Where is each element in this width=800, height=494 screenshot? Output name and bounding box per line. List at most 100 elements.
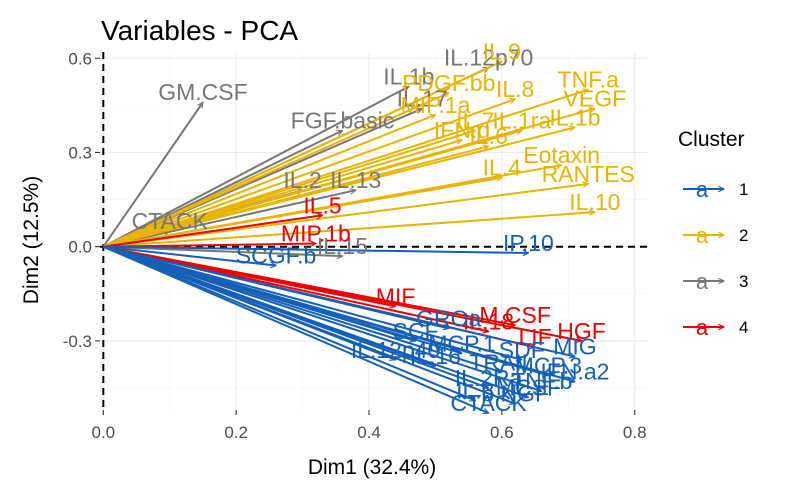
y-tick-label: 0.0: [68, 238, 92, 257]
arrow-il-8: [102, 99, 515, 248]
x-tick-label: 0.0: [92, 423, 116, 442]
variable-label: SCF: [393, 318, 439, 344]
x-tick-label: 0.6: [490, 423, 514, 442]
variable-label: IL.1ra: [492, 108, 551, 134]
variable-label: MIG: [553, 334, 596, 360]
variable-label: IFN.g: [434, 117, 490, 143]
chart-title: Variables - PCA: [101, 15, 298, 46]
y-tick-label: 0.3: [68, 143, 92, 162]
variable-label: IP.10: [503, 230, 554, 256]
arrow-rantes: [103, 184, 588, 248]
variable-label: TRAIL: [469, 349, 534, 375]
x-tick-label: 0.4: [357, 423, 381, 442]
variable-label: IL.18: [463, 308, 514, 334]
variable-label: SCGF.b: [236, 243, 317, 269]
variable-label: IL.7: [456, 108, 494, 134]
arrow-il-9: [102, 60, 502, 248]
variable-label: IL.2: [283, 167, 321, 193]
legend-key-letter: a: [696, 269, 709, 294]
variable-label: MCSF: [496, 374, 561, 400]
variable-label: IL.12p40: [351, 337, 441, 363]
arrow-b-ngf: [102, 245, 515, 404]
arrow-mip-1a: [102, 115, 435, 248]
arrow-il-6: [103, 146, 488, 248]
variable-label: IL.1b: [549, 104, 600, 130]
variable-label: MCP.3: [515, 352, 582, 378]
x-axis-title: Dim1 (32.4%): [308, 456, 436, 479]
variable-label: IL.13: [330, 167, 381, 193]
arrow-il-5: [103, 215, 322, 248]
arrow-mcsf: [102, 245, 528, 398]
variable-label: IL.15: [317, 233, 368, 259]
arrow-ifn-g: [103, 140, 462, 248]
variable-label: FGF.basic: [291, 108, 395, 134]
variable-label: IFN.a2: [540, 359, 609, 385]
variable-label: IL.12p70: [444, 45, 534, 71]
legend-key-letter: a: [696, 177, 709, 202]
reference-lines: [100, 52, 648, 410]
legend-label: 4: [739, 318, 748, 337]
arrow-scgf-b: [103, 245, 276, 266]
variable-label: IL.1b: [383, 64, 434, 90]
variable-label: VEGF: [564, 86, 627, 112]
x-tick-label: 0.8: [623, 423, 647, 442]
y-tick-label: 0.6: [68, 49, 92, 68]
legend-title: Cluster: [678, 128, 745, 151]
variable-label: IL.2Ra: [455, 365, 523, 391]
variable-label: MIP.1b: [281, 221, 351, 247]
arrow-gm-csf: [102, 102, 204, 248]
legend: Cluster a 1 a 2 a 3 a 4: [678, 128, 748, 340]
variable-label: GROa: [416, 305, 481, 331]
arrow-ctack: [102, 245, 488, 415]
variable-label: TNF.b: [511, 368, 572, 394]
variable-label: IL.8: [496, 76, 534, 102]
x-tick-label: 0.2: [224, 423, 248, 442]
variable-label: IL.9: [483, 38, 521, 64]
arrow-sdf: [103, 245, 521, 360]
arrow-il-3: [102, 245, 475, 401]
legend-entries: a 1 a 2 a 3 a 4: [683, 177, 748, 340]
arrow-il-4: [103, 178, 502, 248]
variable-label: PDGF.bb: [402, 70, 495, 96]
variable-label: MIF: [376, 283, 416, 309]
variable-label: RANTES: [542, 161, 635, 187]
arrow-pdgf-bb: [102, 91, 448, 248]
legend-label: 2: [739, 226, 748, 245]
x-axis-ticks: 0.0 0.2 0.4 0.6 0.8: [92, 410, 647, 442]
variable-label: IL.16: [410, 343, 461, 369]
variable-label: LIF: [518, 324, 551, 350]
arrow-il-1b: [102, 85, 409, 248]
legend-key-letter: a: [696, 315, 709, 340]
legend-key-letter: a: [696, 223, 709, 248]
variable-label: SDF: [499, 337, 545, 363]
y-tick-label: -0.3: [63, 332, 92, 351]
arrow-mip-1b: [103, 244, 316, 248]
variable-label: IL.3: [456, 378, 494, 404]
y-axis-ticks: -0.3 0.0 0.3 0.6: [63, 49, 100, 351]
variable-label: TNF.a: [558, 67, 620, 93]
variable-label: MCP.1: [428, 330, 495, 356]
variable-label: CTACK: [450, 390, 527, 416]
arrow-ip-10: [103, 245, 528, 253]
arrow-ifn-a2: [103, 245, 575, 382]
arrow-il-10: [103, 212, 595, 248]
variable-label: IL.10: [569, 189, 620, 215]
variable-label: IL.5: [303, 192, 341, 218]
y-axis-title: Dim2 (12.5%): [20, 176, 43, 304]
variable-label: Eotaxin: [523, 142, 600, 168]
variable-arrows: [102, 60, 595, 415]
variable-label: MIP.1a: [400, 92, 470, 118]
variable-label: IL.6: [469, 123, 507, 149]
variable-label: IL.4: [483, 155, 522, 181]
variable-label: CTACK: [132, 208, 209, 234]
arrow-hgf: [103, 245, 581, 341]
variable-label: IL.17: [397, 86, 448, 112]
variable-label: HGF: [557, 318, 606, 344]
legend-label: 1: [739, 180, 748, 199]
variable-label: GM.CSF: [158, 79, 247, 105]
arrow-tnf-b: [103, 245, 541, 391]
arrow-il-1ra: [103, 131, 521, 248]
